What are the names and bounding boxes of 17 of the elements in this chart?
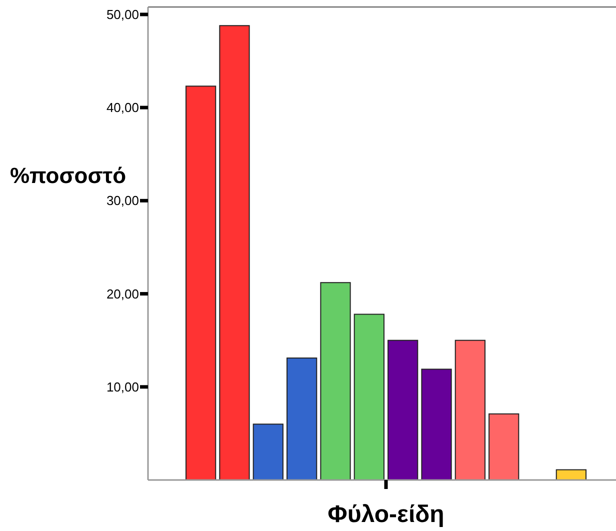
bar: [219, 25, 250, 480]
bar: [488, 413, 520, 480]
y-tick-label: 50,00: [106, 7, 139, 22]
bar: [320, 282, 351, 480]
bar: [286, 358, 318, 480]
y-tick-label: 10,00: [106, 379, 139, 394]
bar: [421, 368, 452, 480]
bar: [354, 314, 384, 480]
bar: [454, 340, 486, 480]
bar: [388, 340, 418, 480]
bar: [186, 86, 216, 480]
y-tick-label: 20,00: [106, 286, 139, 302]
y-axis-title: %ποσοστό: [10, 163, 126, 188]
y-tick-label: 40,00: [106, 100, 139, 116]
bar: [252, 424, 284, 480]
x-axis-title: Φύλο-είδη: [328, 501, 444, 528]
y-tick-label: 30,00: [106, 193, 139, 208]
